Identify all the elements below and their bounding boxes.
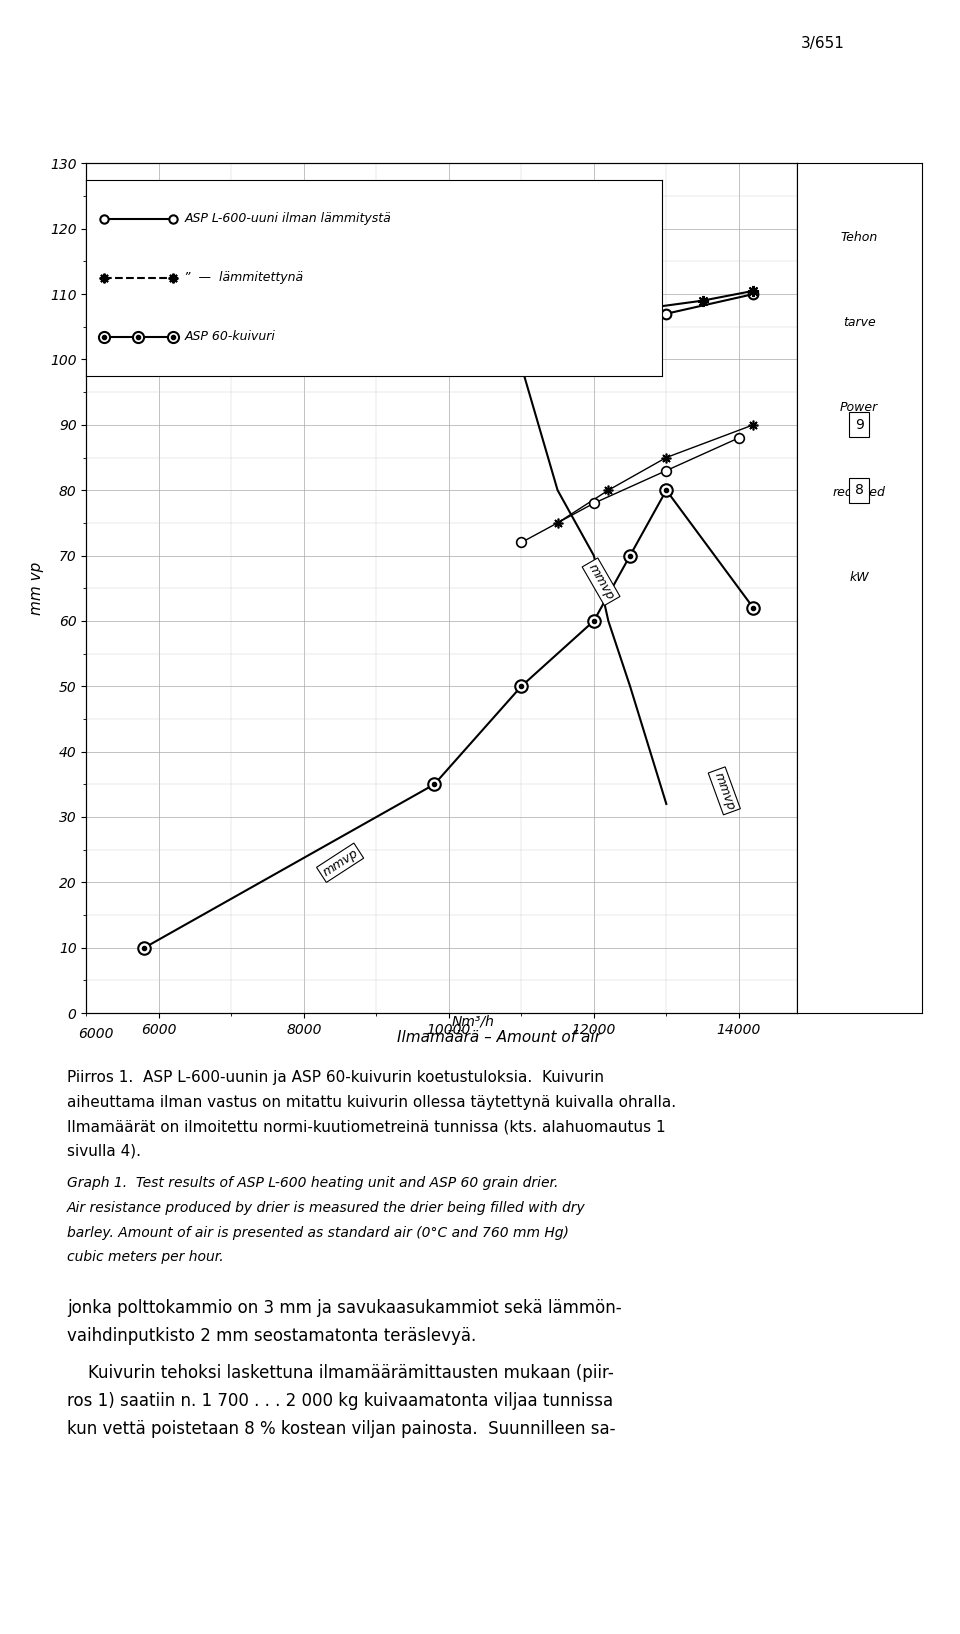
Text: required: required <box>832 487 886 500</box>
Text: kW: kW <box>585 332 603 342</box>
Text: 6000: 6000 <box>79 1026 113 1041</box>
Text: ”  —  lämmitettynä: ” — lämmitettynä <box>184 271 303 284</box>
Text: tarve: tarve <box>843 317 876 330</box>
Text: mmvp: mmvp <box>586 562 616 601</box>
Text: kW: kW <box>850 572 869 585</box>
Text: sivulla 4).: sivulla 4). <box>67 1144 141 1159</box>
Text: kW: kW <box>549 319 566 328</box>
Text: ros 1) saatiin n. 1 700 . . . 2 000 kg kuivaamatonta viljaa tunnissa: ros 1) saatiin n. 1 700 . . . 2 000 kg k… <box>67 1392 613 1410</box>
Text: 8: 8 <box>835 484 844 497</box>
Text: 8: 8 <box>854 484 864 497</box>
Text: mmvp: mmvp <box>711 770 737 812</box>
Text: vaihdinputkisto 2 mm seostamatonta teräslevyä.: vaihdinputkisto 2 mm seostamatonta teräs… <box>67 1327 476 1345</box>
Text: Nm³/h: Nm³/h <box>451 1015 494 1028</box>
Text: jonka polttokammio on 3 mm ja savukaasukammiot sekä lämmön-: jonka polttokammio on 3 mm ja savukaasuk… <box>67 1299 622 1317</box>
Text: Kuivurin tehoksi laskettuna ilmamäärämittausten mukaan (piir-: Kuivurin tehoksi laskettuna ilmamäärämit… <box>67 1364 614 1382</box>
Text: kun vettä poistetaan 8 % kostean viljan painosta.  Suunnilleen sa-: kun vettä poistetaan 8 % kostean viljan … <box>67 1420 615 1438</box>
Text: ASP 60-kuivuri: ASP 60-kuivuri <box>184 330 276 343</box>
Text: cubic meters per hour.: cubic meters per hour. <box>67 1250 224 1265</box>
Text: 3/651: 3/651 <box>801 36 845 51</box>
Text: 9: 9 <box>854 418 864 431</box>
Text: aiheuttama ilman vastus on mitattu kuivurin ollessa täytettynä kuivalla ohralla.: aiheuttama ilman vastus on mitattu kuivu… <box>67 1095 677 1109</box>
Text: 9: 9 <box>835 418 844 431</box>
Text: Graph 1.  Test results of ASP L-600 heating unit and ASP 60 grain drier.: Graph 1. Test results of ASP L-600 heati… <box>67 1176 559 1191</box>
Text: Power: Power <box>840 402 878 415</box>
Text: Tehon: Tehon <box>841 232 877 245</box>
Text: Piirros 1.  ASP L-600-uunin ja ASP 60-kuivurin koetustuloksia.  Kuivurin: Piirros 1. ASP L-600-uunin ja ASP 60-kui… <box>67 1070 604 1085</box>
Text: Air resistance produced by drier is measured the drier being filled with dry: Air resistance produced by drier is meas… <box>67 1201 586 1216</box>
Text: ASP L-600-uuni ilman lämmitystä: ASP L-600-uuni ilman lämmitystä <box>184 212 391 225</box>
Y-axis label: mm vp: mm vp <box>30 562 44 614</box>
Text: Ilmamäärä – Amount of air: Ilmamäärä – Amount of air <box>397 1029 601 1046</box>
Text: Kokonaispaine – Total pressure: Kokonaispaine – Total pressure <box>101 190 337 204</box>
Y-axis label: Tehon
tarve
Power
required
kW: Tehon tarve Power required kW <box>813 562 886 614</box>
Text: mmvp: mmvp <box>320 846 360 879</box>
Text: Ilmamäärät on ilmoitettu normi-kuutiometreinä tunnissa (kts. alahuomautus 1: Ilmamäärät on ilmoitettu normi-kuutiomet… <box>67 1119 666 1134</box>
Text: barley. Amount of air is presented as standard air (0°C and 760 mm Hg): barley. Amount of air is presented as st… <box>67 1226 569 1240</box>
